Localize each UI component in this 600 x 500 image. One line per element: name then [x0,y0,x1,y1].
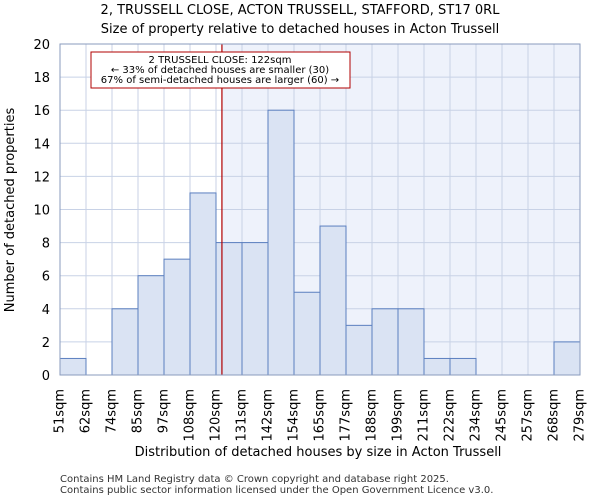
annotation-line2: ← 33% of detached houses are smaller (30… [111,65,329,76]
bars [59,109,581,376]
y-tick-label: 6 [42,270,50,285]
y-tick-label: 18 [33,71,50,86]
bar [241,242,269,376]
bar [189,192,217,376]
bar [267,109,295,376]
footer-line1: Contains HM Land Registry data © Crown c… [60,474,449,485]
bar [215,242,243,376]
annotation-line1: 2 TRUSSELL CLOSE: 122sqm [149,55,292,66]
x-tick-label: 120sqm [209,389,224,442]
y-axis-label: Number of detached properties [3,108,18,313]
x-tick-label: 154sqm [287,389,302,442]
x-axis: 51sqm 62sqm 74sqm 85sqm 97sqm 108sqm 120sqm 131… [53,389,588,442]
x-tick-label: 279sqm [573,389,588,442]
x-tick-label: 131sqm [235,389,250,442]
x-tick-label: 268sqm [547,389,562,442]
y-tick-label: 10 [33,204,50,219]
y-tick-label: 12 [33,170,50,185]
y-tick-label: 20 [33,38,50,53]
y-tick-label: 4 [42,303,50,318]
bar [345,324,373,376]
bar [293,291,321,376]
chart-title-line1: 2, TRUSSELL CLOSE, ACTON TRUSSELL, STAFF… [101,3,501,18]
bar [111,308,139,376]
x-tick-label: 211sqm [417,389,432,442]
bar [137,275,165,376]
y-tick-label: 2 [42,336,50,351]
annotation-line3: 67% of semi-detached houses are larger (… [101,75,339,86]
bar [553,341,581,376]
x-tick-label: 108sqm [183,389,198,442]
x-tick-label: 188sqm [365,389,380,442]
x-tick-label: 142sqm [261,389,276,442]
x-tick-label: 62sqm [79,389,94,433]
bar [397,308,425,376]
bar [319,225,347,376]
x-axis-label: Distribution of detached houses by size … [135,445,502,460]
annotation-frame [90,51,351,89]
y-tick-label: 14 [33,137,50,152]
x-tick-label: 97sqm [157,389,172,433]
y-tick-label: 8 [42,237,50,252]
x-tick-label: 199sqm [391,389,406,442]
x-tick-label: 245sqm [495,389,510,442]
footer-line2: Contains public sector information licen… [60,485,493,496]
bar [163,258,191,376]
bar [449,357,477,376]
y-tick-label: 16 [33,104,50,119]
x-tick-label: 257sqm [521,389,536,442]
x-tick-label: 222sqm [443,389,458,442]
plot-frame [59,43,581,376]
bar [423,357,451,376]
annotation-box: 2 TRUSSELL CLOSE: 122sqm ← 33% of detach… [90,51,351,89]
x-tick-label: 85sqm [131,389,146,433]
y-tick-label: 0 [42,369,50,384]
y-axis: 0 2 4 6 8 10 12 14 16 18 20 [33,38,50,384]
x-tick-label: 165sqm [313,389,328,442]
chart-title-line2: Size of property relative to detached ho… [101,22,499,37]
x-tick-label: 51sqm [53,389,68,433]
x-tick-label: 234sqm [469,389,484,442]
bar [371,308,399,376]
x-tick-label: 74sqm [105,389,120,433]
x-tick-label: 177sqm [339,389,354,442]
bar [59,357,87,376]
